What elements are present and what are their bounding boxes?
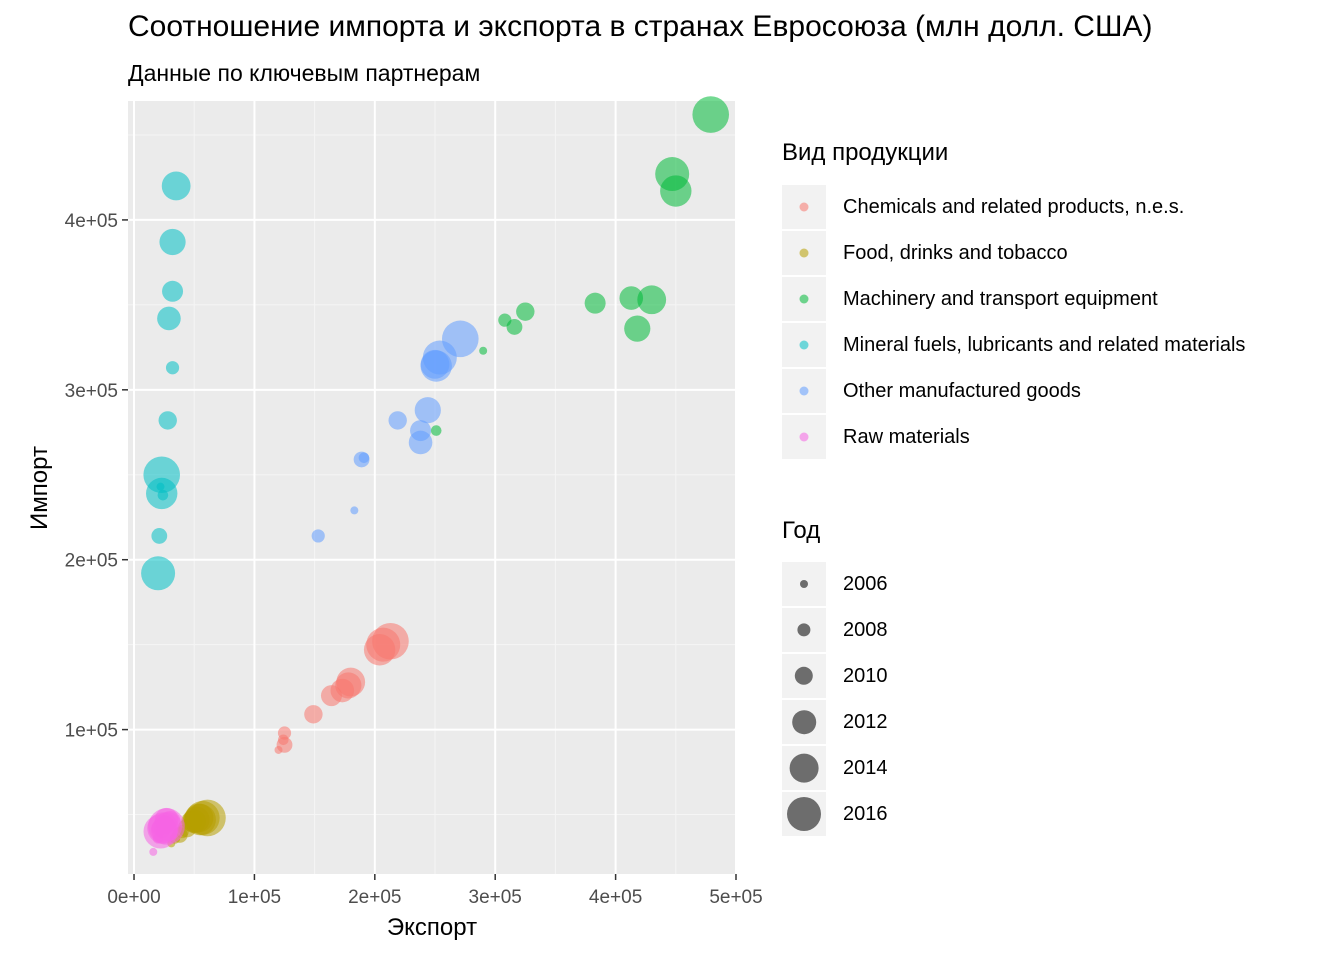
legend-key bbox=[782, 323, 826, 367]
size-legend-swatch bbox=[787, 797, 821, 831]
legend-swatch bbox=[799, 432, 809, 442]
legend-swatch bbox=[799, 340, 809, 350]
data-point bbox=[655, 157, 690, 192]
y-axis-label: Импорт bbox=[26, 446, 53, 530]
data-point bbox=[148, 808, 185, 845]
legend-key bbox=[782, 231, 826, 275]
data-point bbox=[143, 456, 181, 494]
data-points bbox=[141, 96, 730, 856]
x-axis-label: Экспорт bbox=[386, 914, 478, 941]
size-legend-key bbox=[782, 700, 826, 744]
data-point bbox=[353, 451, 370, 468]
data-point bbox=[141, 556, 176, 591]
chart-title: Соотношение импорта и экспорта в странах… bbox=[128, 10, 1153, 43]
data-point bbox=[162, 280, 184, 302]
data-point bbox=[624, 315, 651, 342]
data-point bbox=[149, 847, 158, 856]
size-legend-label: 2008 bbox=[843, 619, 888, 641]
data-point bbox=[157, 306, 181, 331]
y-tick-label: 2e+05 bbox=[65, 551, 118, 572]
plot-panel bbox=[128, 101, 736, 874]
x-tick-label: 4e+05 bbox=[589, 887, 642, 908]
size-legend-key bbox=[782, 746, 826, 790]
legend-key bbox=[782, 277, 826, 321]
x-tick-label: 5e+05 bbox=[709, 887, 762, 908]
size-legend-swatch bbox=[797, 623, 811, 637]
data-point bbox=[414, 397, 441, 424]
data-point bbox=[304, 705, 323, 724]
legend-swatch bbox=[799, 248, 809, 258]
data-point bbox=[441, 320, 479, 358]
legend-label: Other manufactured goods bbox=[843, 380, 1081, 402]
legend-swatch bbox=[799, 294, 809, 304]
legend-swatch bbox=[799, 386, 809, 396]
legend-label: Machinery and transport equipment bbox=[843, 288, 1158, 310]
data-point bbox=[277, 726, 292, 740]
size-legend-label: 2010 bbox=[843, 665, 888, 687]
legend-label: Raw materials bbox=[843, 426, 970, 448]
size-legend-key bbox=[782, 792, 826, 836]
size-legend-label: 2014 bbox=[843, 757, 888, 779]
data-point bbox=[584, 292, 606, 314]
major-gridlines bbox=[128, 101, 737, 874]
x-tick-label: 1e+05 bbox=[228, 887, 281, 908]
size-legend-label: 2006 bbox=[843, 573, 888, 595]
data-point bbox=[336, 667, 366, 697]
data-point bbox=[430, 425, 442, 436]
legend-key bbox=[782, 369, 826, 413]
legend-key bbox=[782, 415, 826, 459]
legend-swatch bbox=[799, 202, 809, 212]
data-point bbox=[350, 506, 359, 515]
x-tick-label: 0e+00 bbox=[107, 887, 160, 908]
data-point bbox=[388, 411, 407, 430]
data-point bbox=[161, 171, 191, 201]
data-point bbox=[516, 302, 535, 321]
size-legend-swatch bbox=[789, 753, 819, 783]
size-legend-label: 2016 bbox=[843, 803, 888, 825]
data-point bbox=[506, 319, 523, 335]
data-point bbox=[311, 529, 325, 543]
legend-key bbox=[782, 185, 826, 229]
y-tick-label: 3e+05 bbox=[65, 381, 118, 402]
minor-gridlines bbox=[128, 101, 736, 874]
data-point bbox=[408, 430, 433, 455]
data-point bbox=[151, 528, 168, 544]
size-legend-swatch bbox=[792, 710, 816, 734]
data-point bbox=[276, 736, 293, 753]
x-tick-label: 2e+05 bbox=[348, 887, 401, 908]
size-legend-key bbox=[782, 562, 826, 606]
chart-subtitle: Данные по ключевым партнерам bbox=[128, 60, 481, 86]
legend-color-title: Вид продукции bbox=[782, 139, 949, 166]
axes: 0e+00 1e+05 2e+05 3e+05 4e+05 5e+05 1e+05 2e+05… bbox=[65, 211, 763, 908]
size-legend-label: 2012 bbox=[843, 711, 888, 733]
legend-label: Food, drinks and tobacco bbox=[843, 242, 1068, 264]
y-tick-label: 4e+05 bbox=[65, 211, 118, 232]
data-point bbox=[479, 346, 488, 355]
size-legend-swatch bbox=[800, 580, 808, 588]
size-legend-key bbox=[782, 654, 826, 698]
legend-label: Chemicals and related products, n.e.s. bbox=[843, 196, 1185, 218]
x-tick-label: 3e+05 bbox=[469, 887, 522, 908]
data-point bbox=[637, 285, 667, 315]
size-legend-swatch bbox=[794, 666, 814, 686]
legend-size-title: Год bbox=[782, 517, 821, 544]
data-point bbox=[165, 361, 180, 375]
y-tick-label: 1e+05 bbox=[65, 721, 118, 742]
data-point bbox=[372, 622, 409, 660]
data-point bbox=[692, 96, 730, 133]
data-point bbox=[619, 286, 644, 310]
data-point bbox=[158, 411, 177, 430]
data-point bbox=[189, 799, 226, 837]
legend-label: Mineral fuels, lubricants and related ma… bbox=[843, 334, 1246, 356]
size-legend-key bbox=[782, 608, 826, 652]
data-point bbox=[159, 228, 186, 256]
